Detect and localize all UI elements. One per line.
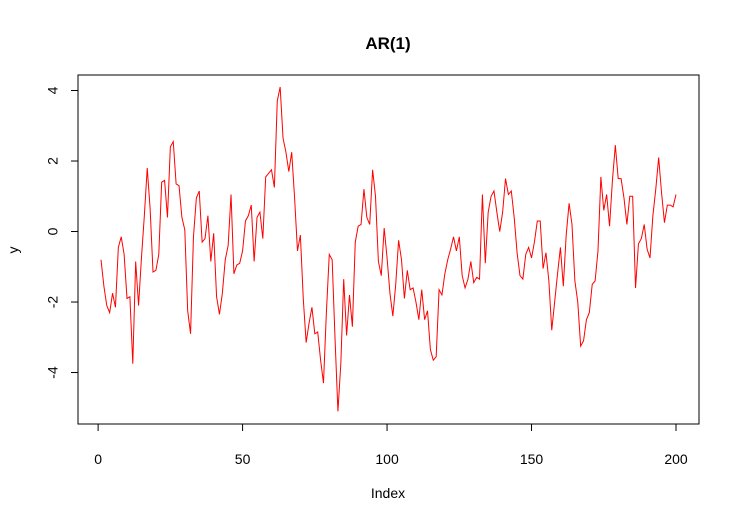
y-tick-label: 4 — [45, 86, 61, 94]
y-tick-label: 0 — [45, 227, 61, 235]
x-tick-label: 200 — [664, 451, 688, 467]
y-tick-label: 2 — [45, 157, 61, 165]
x-tick-label: 0 — [94, 451, 102, 467]
plot-frame — [77, 74, 700, 425]
y-axis: -4 -2 0 2 4 — [45, 86, 79, 379]
x-tick-label: 50 — [235, 451, 251, 467]
y-tick-label: -2 — [45, 296, 61, 309]
chart-title: AR(1) — [365, 34, 410, 53]
x-axis: 0 50 100 150 200 — [94, 423, 688, 467]
x-tick-label: 150 — [520, 451, 544, 467]
x-tick-label: 100 — [375, 451, 399, 467]
y-axis-label: y — [5, 247, 21, 254]
y-tick-label: -4 — [45, 366, 61, 379]
series-line — [100, 86, 677, 412]
x-axis-label: Index — [371, 485, 405, 501]
